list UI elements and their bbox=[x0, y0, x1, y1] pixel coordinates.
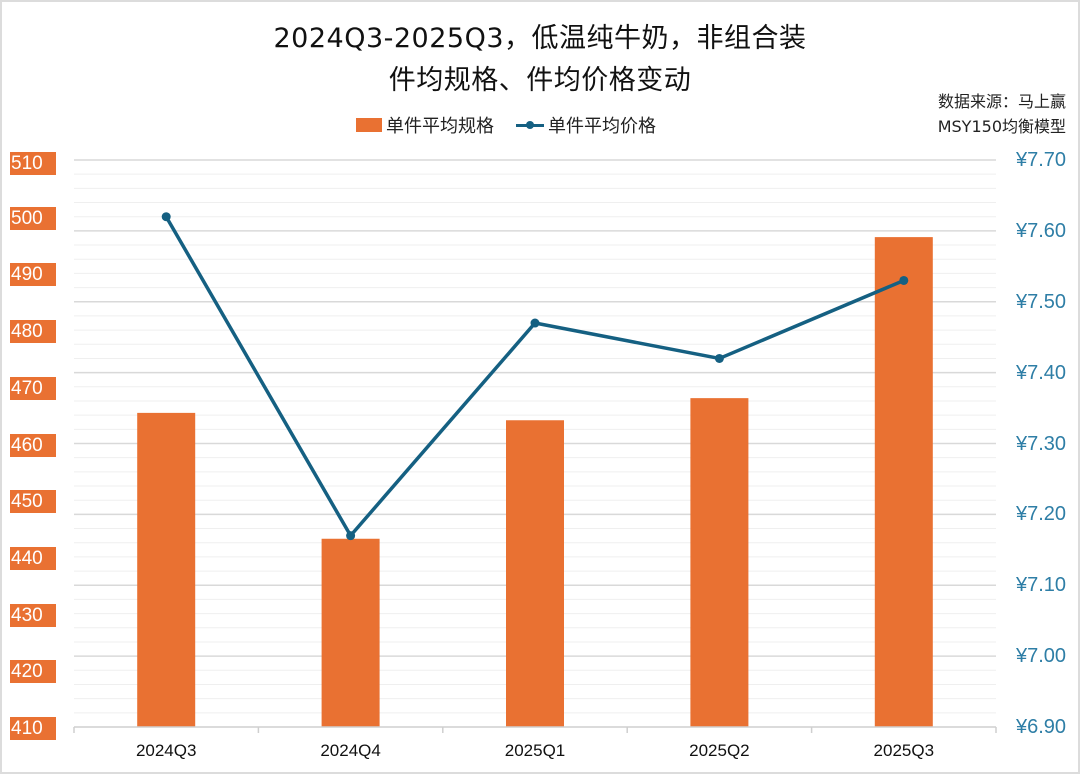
right-axis-tick-label: ¥7.70 bbox=[1016, 149, 1067, 171]
left-axis-tick-label: 410 bbox=[10, 717, 56, 740]
line-marker bbox=[161, 212, 171, 222]
x-axis-tick-label: 2024Q4 bbox=[320, 741, 381, 760]
left-axis-tick-label: 480 bbox=[10, 320, 56, 344]
legend-item-bar: 单件平均规格 bbox=[356, 112, 494, 138]
right-axis-tick-label: ¥7.40 bbox=[1016, 361, 1067, 384]
left-axis-tick-label: 420 bbox=[10, 660, 56, 684]
left-axis-tick-label: 450 bbox=[10, 490, 56, 514]
line-marker bbox=[714, 353, 724, 363]
left-axis-tick-label: 470 bbox=[10, 376, 56, 400]
left-axis-tick-label: 460 bbox=[10, 433, 56, 457]
right-axis-tick-label: ¥7.10 bbox=[1016, 574, 1067, 597]
right-axis-tick-label: ¥7.00 bbox=[1016, 645, 1067, 668]
legend-line-label: 单件平均价格 bbox=[548, 116, 656, 137]
line-marker bbox=[530, 318, 540, 328]
bar bbox=[690, 398, 749, 727]
legend-item-line: 单件平均价格 bbox=[516, 112, 656, 138]
right-axis-tick-label: ¥7.20 bbox=[1016, 503, 1067, 526]
right-axis-tick-label: ¥7.30 bbox=[1016, 432, 1067, 455]
bar bbox=[137, 412, 196, 727]
right-axis-tick-label: ¥7.60 bbox=[1016, 219, 1067, 242]
left-axis-tick-label: 490 bbox=[10, 263, 56, 287]
x-axis-tick-label: 2025Q2 bbox=[689, 741, 750, 760]
left-axis-tick-label: 440 bbox=[10, 546, 56, 570]
line-marker bbox=[899, 275, 909, 285]
right-axis-tick-label: ¥6.90 bbox=[1016, 716, 1067, 738]
bar-swatch-icon bbox=[356, 118, 382, 132]
line-marker bbox=[346, 531, 356, 541]
bar bbox=[506, 420, 564, 727]
legend-bar-label: 单件平均规格 bbox=[386, 116, 494, 137]
bar bbox=[874, 237, 933, 727]
source-note-line2: MSY150均衡模型 bbox=[937, 117, 1066, 136]
right-axis-tick-label: ¥7.50 bbox=[1016, 290, 1067, 313]
x-axis-tick-label: 2024Q3 bbox=[135, 741, 197, 760]
legend: 单件平均规格 单件平均价格 bbox=[356, 112, 678, 138]
x-axis-tick-label: 2025Q3 bbox=[873, 741, 935, 760]
line-marker-swatch-icon bbox=[516, 118, 544, 132]
source-note-line1: 数据来源：马上赢 bbox=[937, 92, 1066, 111]
x-axis-tick-label: 2025Q1 bbox=[504, 741, 566, 760]
bar-series bbox=[137, 237, 933, 727]
left-axis-tick-label: 500 bbox=[10, 206, 56, 230]
chart-title-line2: 件均规格、件均价格变动 bbox=[388, 65, 692, 96]
bar bbox=[321, 538, 380, 727]
left-axis-tick-label: 510 bbox=[10, 152, 56, 175]
line-series bbox=[161, 212, 909, 541]
left-axis-tick-label: 430 bbox=[10, 603, 56, 627]
chart-title-line1: 2024Q3-2025Q3，低温纯牛奶，非组合装 bbox=[273, 23, 807, 54]
x-axis bbox=[73, 726, 997, 733]
